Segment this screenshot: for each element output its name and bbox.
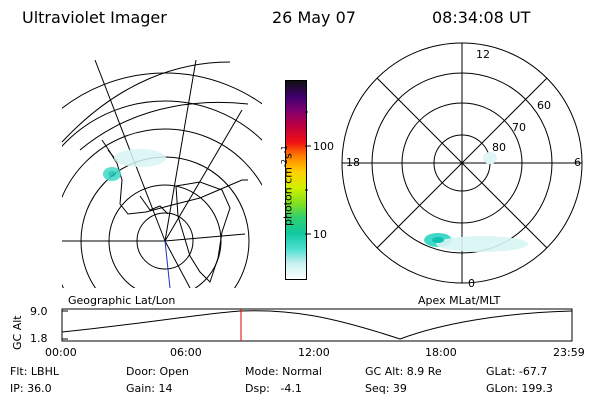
info-door: Door: Open: [126, 365, 189, 378]
polar-diagonal: [376, 77, 548, 249]
time-label: 08:34:08 UT: [432, 8, 531, 27]
altitude-plot-frame: [61, 308, 573, 342]
time-tick-0600: 06:00: [170, 346, 202, 359]
mlt-label-0: 0: [468, 277, 475, 290]
alt-y-label-max: 9.0: [30, 305, 48, 318]
satellite-track: [164, 240, 171, 289]
time-tick-2359: 23:59: [553, 346, 585, 359]
colorbar: [285, 80, 307, 280]
aurora-oval: [432, 237, 444, 243]
lat-circle: [62, 100, 262, 147]
lat-circle: [62, 72, 262, 109]
limb-arc: [79, 101, 249, 151]
coastline: [101, 139, 117, 163]
mlat-label-70: 70: [512, 121, 526, 134]
right-map-caption: Apex MLat/MLT: [418, 294, 501, 307]
info-glon: GLon: 199.3: [486, 382, 553, 395]
altitude-axis-title: GC Alt: [11, 315, 24, 350]
info-ip: IP: 36.0: [10, 382, 52, 395]
info-dsp: Dsp: -4.1: [245, 382, 302, 395]
altitude-curve: [61, 310, 573, 340]
date-label: 26 May 07: [272, 8, 356, 27]
info-mode: Mode: Normal: [245, 365, 322, 378]
coastline: [139, 195, 169, 215]
info-glat: GLat: -67.7: [486, 365, 548, 378]
meridian-line: [164, 240, 191, 288]
time-tick-1200: 12:00: [298, 346, 330, 359]
time-tick-0000: 00:00: [45, 346, 77, 359]
aurora-oval: [436, 236, 528, 252]
instrument-title: Ultraviolet Imager: [22, 8, 167, 27]
aurora-oval: [483, 152, 497, 164]
left-map-caption: Geographic Lat/Lon: [68, 294, 176, 307]
colorbar-tick-10: 10: [313, 228, 327, 241]
lat-circle: [62, 128, 262, 288]
aurora-emission: [114, 149, 166, 167]
meridian-line: [164, 233, 246, 242]
info-gain: Gain: 14: [126, 382, 173, 395]
colorbar-tick-100: 100: [313, 140, 334, 153]
mlt-label-12: 12: [476, 48, 490, 61]
mlt-label-6: 6: [574, 156, 581, 169]
time-tick-1800: 18:00: [425, 346, 457, 359]
info-gc-alt: GC Alt: 8.9 Re: [365, 365, 442, 378]
alt-y-label-min: 1.8: [30, 332, 48, 345]
meridian-line: [164, 60, 197, 242]
mlt-label-18: 18: [346, 156, 360, 169]
mlat-label-60: 60: [537, 99, 551, 112]
limb-arc: [61, 61, 231, 143]
mlat-label-80: 80: [492, 141, 506, 154]
info-flt: Flt: LBHL: [10, 365, 59, 378]
meridian-line: [164, 109, 243, 242]
info-seq: Seq: 39: [365, 382, 407, 395]
coastline-greenland: [175, 181, 231, 283]
aurora-emission: [108, 171, 116, 177]
